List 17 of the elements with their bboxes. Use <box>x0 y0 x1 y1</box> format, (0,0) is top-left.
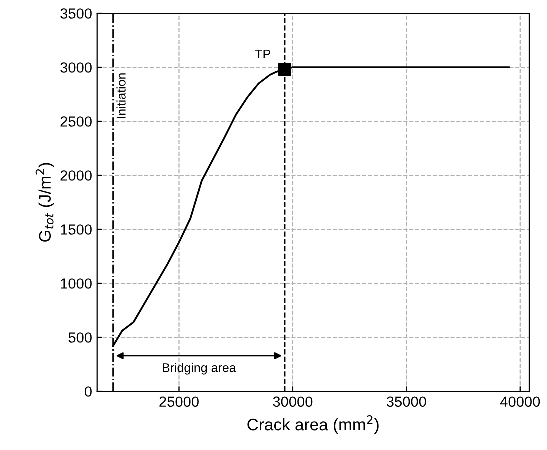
y-axis-title: G$_{tot}$ (J/m$^{2}$) <box>36 163 54 242</box>
x-tick-label: 40000 <box>500 396 540 408</box>
y-tick-label: 2000 <box>60 170 92 181</box>
y-tick-label: 1500 <box>61 224 92 235</box>
x-tick-label: 30000 <box>273 396 313 408</box>
x-tick-label: 25000 <box>160 396 199 408</box>
x-axis-title: Crack area (mm$^{2}$) <box>248 416 379 434</box>
x-tick-label: 35000 <box>386 396 426 408</box>
y-tick-label: 3000 <box>60 62 92 73</box>
annotation: TP <box>255 50 270 59</box>
y-tick-label: 1000 <box>61 278 92 289</box>
y-tick-label: 3500 <box>60 8 92 19</box>
y-tick-label: 500 <box>68 332 92 343</box>
annotation: Bridging area <box>162 363 236 375</box>
y-tick-label: 2500 <box>60 116 92 127</box>
ref-line-label: Initiation <box>116 74 126 118</box>
y-tick-label: 0 <box>84 386 92 397</box>
